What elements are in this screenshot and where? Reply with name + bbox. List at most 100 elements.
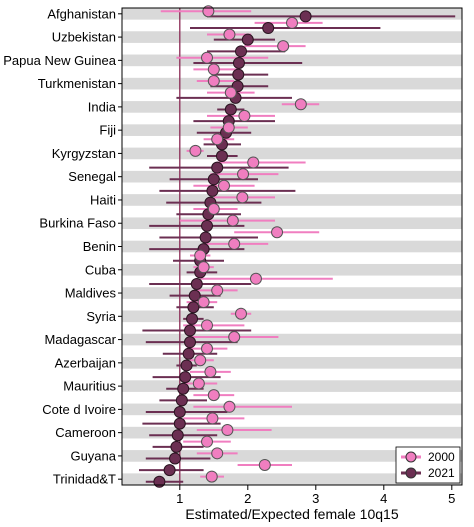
point-2000 bbox=[226, 214, 239, 227]
point-2000 bbox=[277, 40, 290, 53]
point-2000 bbox=[205, 470, 218, 483]
point-2000 bbox=[201, 435, 213, 448]
row-band bbox=[122, 101, 462, 113]
x-axis-title: Estimated/Expected female 10q15 bbox=[185, 506, 398, 522]
legend-marker-2021 bbox=[405, 467, 417, 479]
y-tick-label: Maldives bbox=[65, 286, 117, 301]
y-tick-label: Madagascar bbox=[44, 332, 116, 347]
point-2000 bbox=[206, 412, 219, 425]
point-2021 bbox=[211, 161, 224, 174]
point-2021 bbox=[177, 382, 190, 395]
legend-label-2000: 2000 bbox=[428, 450, 455, 464]
point-2021 bbox=[232, 56, 245, 69]
point-2000 bbox=[236, 191, 249, 204]
point-2000 bbox=[223, 28, 236, 41]
legend-marker-2000 bbox=[405, 451, 417, 463]
legend: 2000 2021 bbox=[395, 446, 461, 484]
point-2000 bbox=[211, 284, 224, 297]
row-band bbox=[122, 77, 462, 90]
point-2000 bbox=[247, 156, 260, 169]
point-2021 bbox=[206, 184, 219, 197]
point-2000 bbox=[218, 179, 230, 192]
row-band bbox=[122, 217, 462, 230]
point-2021 bbox=[184, 336, 196, 349]
y-tick-label: Benin bbox=[83, 239, 116, 254]
point-2021 bbox=[171, 429, 184, 442]
row-band bbox=[122, 310, 462, 323]
legend-box bbox=[395, 446, 461, 484]
point-2000 bbox=[202, 5, 215, 18]
point-2021 bbox=[182, 347, 195, 360]
row-band bbox=[122, 357, 462, 369]
x-tick-label: 2 bbox=[244, 491, 251, 506]
row-band bbox=[122, 287, 462, 299]
y-tick-label: Cameroon bbox=[55, 425, 116, 440]
point-2000 bbox=[224, 86, 237, 99]
point-2021 bbox=[180, 359, 193, 372]
row-bands bbox=[122, 8, 462, 485]
point-2000 bbox=[207, 389, 220, 402]
point-2021 bbox=[207, 173, 220, 186]
row-band bbox=[122, 380, 462, 392]
row-band bbox=[122, 240, 462, 253]
row-band bbox=[122, 426, 462, 439]
point-2021 bbox=[299, 10, 312, 23]
point-2000 bbox=[223, 400, 236, 413]
point-2021 bbox=[187, 301, 200, 314]
point-2021 bbox=[215, 150, 228, 163]
point-2000 bbox=[207, 75, 220, 88]
row-band bbox=[122, 170, 462, 183]
point-2000 bbox=[201, 319, 213, 332]
x-tick-label: 3 bbox=[312, 491, 319, 506]
y-tick-label: Turkmenistan bbox=[38, 76, 116, 91]
y-tick-label: Cote d Ivoire bbox=[42, 402, 116, 417]
point-2000 bbox=[194, 249, 207, 262]
point-2021 bbox=[232, 68, 245, 81]
point-2000 bbox=[228, 237, 241, 250]
point-2000 bbox=[189, 144, 202, 157]
point-2000 bbox=[238, 109, 251, 122]
y-tick-label: Haiti bbox=[90, 192, 116, 207]
point-2000 bbox=[235, 307, 247, 320]
x-tick-label: 1 bbox=[176, 491, 183, 506]
point-2021 bbox=[184, 324, 196, 337]
point-2021 bbox=[235, 45, 247, 58]
point-2021 bbox=[179, 371, 192, 384]
y-tick-label: Mauritius bbox=[63, 379, 116, 394]
legend-label-2021: 2021 bbox=[428, 466, 455, 480]
point-2000 bbox=[228, 330, 241, 343]
point-2000 bbox=[201, 342, 213, 355]
point-2021 bbox=[169, 452, 182, 465]
y-tick-label: Guyana bbox=[70, 448, 116, 463]
point-2021 bbox=[175, 394, 188, 407]
row-band bbox=[122, 403, 462, 416]
x-tick-label: 5 bbox=[448, 491, 455, 506]
point-2000 bbox=[286, 16, 298, 29]
point-2021 bbox=[201, 219, 213, 232]
y-tick-label: India bbox=[88, 99, 117, 114]
y-tick-label: Syria bbox=[86, 309, 116, 324]
y-tick-label: Fiji bbox=[99, 123, 116, 138]
point-2021 bbox=[262, 22, 275, 35]
y-tick-label: Cuba bbox=[85, 262, 117, 277]
series-marks bbox=[139, 5, 456, 488]
y-tick-label: Afghanistan bbox=[47, 6, 116, 21]
row-band bbox=[122, 147, 462, 160]
point-2000 bbox=[237, 168, 250, 181]
plot-frame bbox=[121, 7, 463, 486]
point-2000 bbox=[294, 98, 307, 111]
point-2021 bbox=[173, 417, 186, 430]
point-2021 bbox=[224, 103, 237, 116]
point-2021 bbox=[170, 440, 183, 453]
y-tick-label: Kyrgyzstan bbox=[52, 146, 116, 161]
point-2000 bbox=[249, 272, 262, 285]
y-tick-label: Burkina Faso bbox=[39, 216, 116, 231]
point-2000 bbox=[221, 424, 234, 437]
point-2000 bbox=[197, 261, 210, 274]
point-2021 bbox=[188, 289, 201, 302]
row-band bbox=[122, 54, 462, 67]
point-2000 bbox=[222, 121, 235, 134]
row-band bbox=[122, 194, 462, 206]
point-2000 bbox=[207, 202, 220, 215]
